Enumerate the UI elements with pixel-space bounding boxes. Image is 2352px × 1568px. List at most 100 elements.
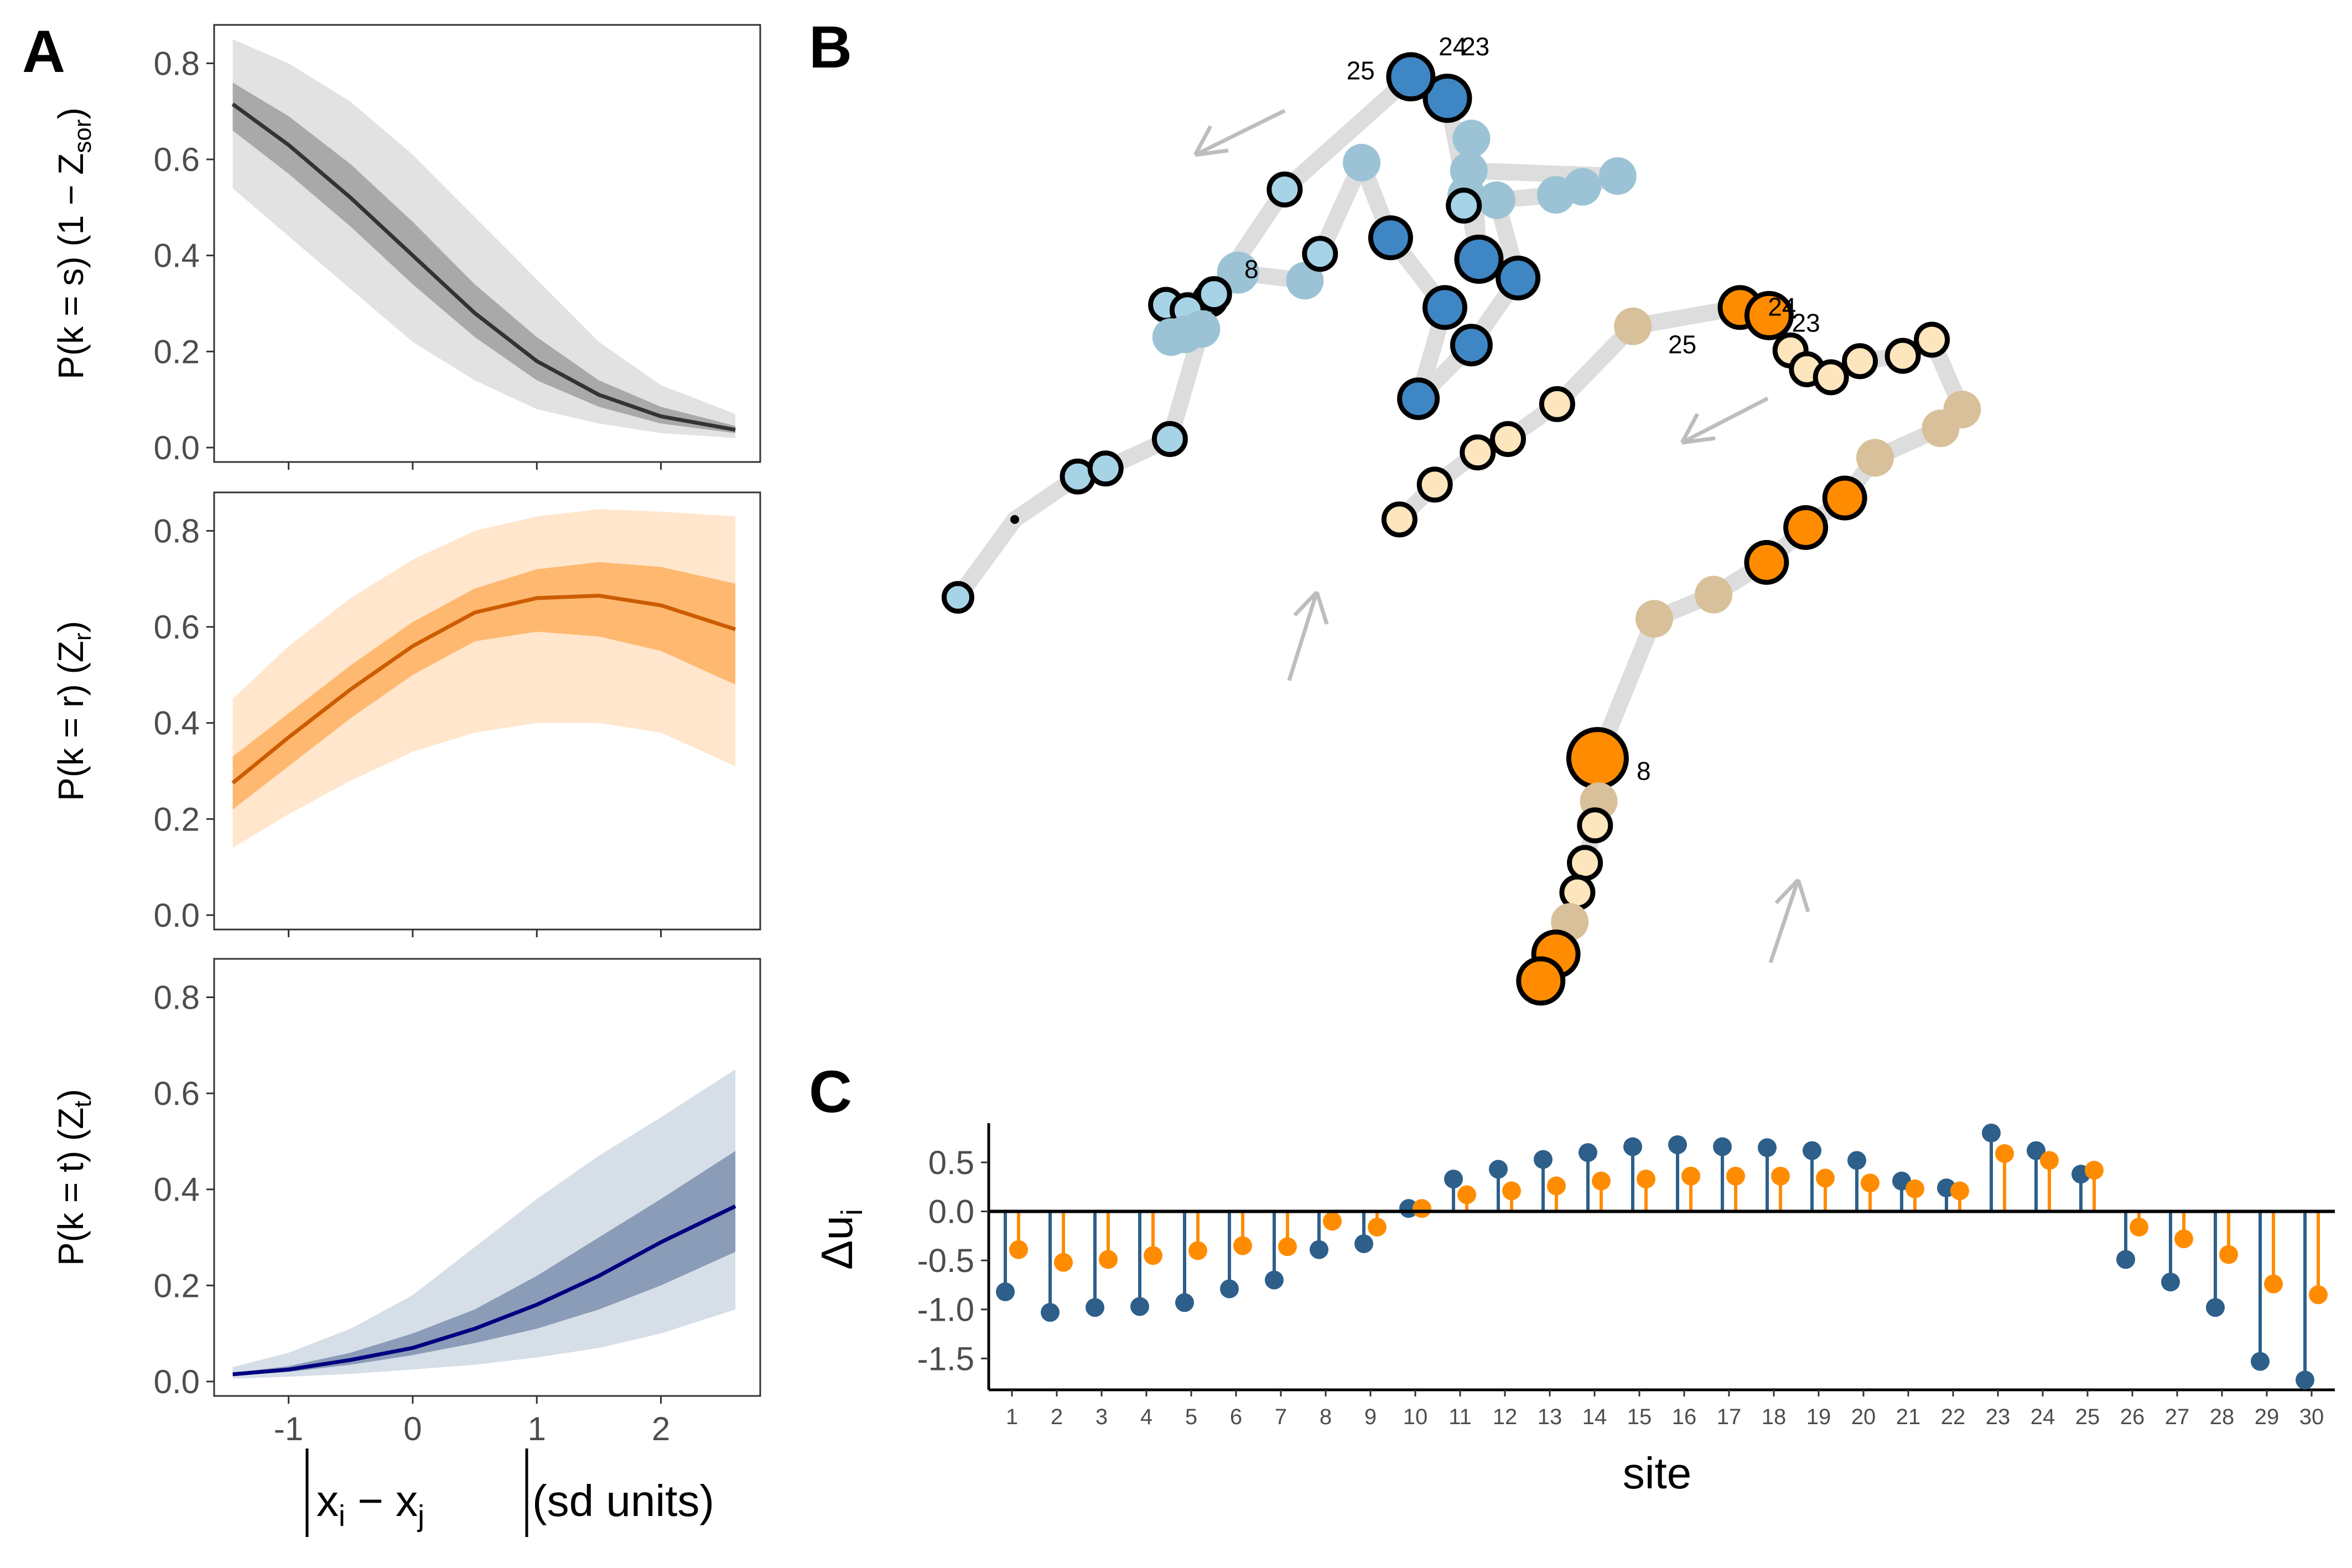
s-panel-ytitle-sub: sor: [69, 120, 96, 153]
panel-b-point-label: 25: [1668, 330, 1696, 359]
panel-c-dot-blue: [1130, 1297, 1149, 1316]
panel-a-t-panel: 0.0 0.2 0.4 0.6 0.8 -1 0 1 2 P(k = t) (Zt): [51, 958, 761, 1447]
panel-b-point-label: 24: [1439, 32, 1467, 61]
panel-b-point-blue: [1454, 235, 1504, 284]
t-panel-ytick-label: 0.4: [154, 1171, 200, 1208]
panel-c-dot-orange: [1681, 1166, 1700, 1186]
panel-c-ytick-label: 0.5: [928, 1144, 974, 1181]
panel-c-xtick-label: 28: [2210, 1405, 2235, 1429]
t-panel-xtick-label: 1: [528, 1410, 546, 1447]
panel-c-dot-orange: [2309, 1285, 2328, 1305]
r-panel-ytick-label: 0.6: [154, 609, 200, 646]
panel-c-dot-orange: [1637, 1170, 1655, 1189]
panel-c-dot-orange: [1906, 1179, 1924, 1198]
panel-a-r-panel: 0.0 0.2 0.4 0.6 0.8 P(k = r) (Zr): [51, 491, 761, 937]
panel-c-dot-orange: [1099, 1250, 1118, 1269]
panel-b-point-orange: [1884, 338, 1921, 374]
panel-c-dot-blue: [1847, 1151, 1866, 1170]
panel-b-point-orange: [1416, 466, 1453, 503]
panel-c-dot-blue: [1623, 1137, 1642, 1156]
panel-c-dot-blue: [1579, 1143, 1597, 1162]
r-panel-ytick-label: 0.2: [154, 801, 200, 838]
panel-c-dot-blue: [1041, 1303, 1060, 1322]
t-panel-ytick-label: 0.0: [154, 1363, 200, 1400]
panel-c-dot-orange: [2174, 1229, 2193, 1249]
t-panel-ytitle-main: P(k = t) (Z: [51, 1108, 91, 1266]
panel-b-point-orange: [1695, 575, 1733, 614]
c-xaxis-title: site: [1623, 1448, 1692, 1498]
panel-c-xtick-label: 24: [2031, 1405, 2055, 1429]
panel-b-point-orange: [1822, 475, 1867, 521]
panel-b-point-orange: [1744, 540, 1789, 585]
panel-b-point-blue: [1151, 421, 1188, 457]
c-ylabel-main: Δu: [812, 1216, 861, 1270]
r-panel-ytitle-main: P(k = r) (Z: [51, 641, 91, 801]
panel-b-point-blue: [1422, 74, 1472, 123]
panel-b-point-orange: [1490, 421, 1526, 457]
panel-c-xtick-label: 30: [2299, 1405, 2324, 1429]
t-panel-ytitle-sub: t: [69, 1100, 96, 1107]
panel-c-xtick-label: 22: [1941, 1405, 1966, 1429]
panel-b-point-blue: [1478, 181, 1515, 219]
panel-b-point-blue: [1452, 120, 1491, 158]
panel-b-label: B: [809, 13, 852, 80]
panel-b-path-orange: [1391, 299, 1971, 989]
panel-b-point-orange: [1914, 321, 1950, 358]
panel-c-ytick-label: -0.5: [917, 1242, 974, 1279]
panel-a-group: 0.0 0.2 0.4 0.6 0.8 P(k = s) (1 − Zsor) 0.0 0.2…: [51, 24, 761, 1447]
panel-c-dot-orange: [1502, 1181, 1521, 1201]
panel-b-point-orange: [1516, 956, 1566, 1006]
s-panel-ytick-label: 0.4: [154, 237, 200, 274]
panel-c-xtick-label: 19: [1806, 1405, 1831, 1429]
panel-b-point-blue: [1087, 450, 1124, 487]
panel-b-arrow-left: [1680, 396, 1769, 445]
panel-c-xtick-label: 6: [1230, 1405, 1242, 1429]
panel-c-xtick-label: 20: [1851, 1405, 1876, 1429]
t-panel-ytitle: P(k = t) (Zt): [51, 1089, 96, 1266]
s-panel-frame: [213, 24, 761, 463]
s-panel-mean-line: [231, 102, 736, 432]
panel-b-point-blue: [1397, 377, 1440, 420]
panel-a-xaxis-title: xi − xj (sd units): [305, 1448, 714, 1537]
panel-c-dot-blue: [1265, 1270, 1284, 1290]
t-panel-ytick-label: 0.6: [154, 1075, 200, 1112]
a-xlabel-x: x: [316, 1476, 339, 1525]
panel-b-point-orange: [1566, 727, 1629, 790]
r-panel-ytitle-end: ): [51, 621, 91, 632]
panel-c-dot-orange: [1726, 1166, 1745, 1186]
panel-c-dot-orange: [1188, 1241, 1207, 1260]
panel-b-arrow-left: [1193, 108, 1286, 157]
panel-b-point-orange: [1744, 290, 1794, 340]
s-panel-ytick-label: 0.6: [154, 141, 200, 178]
t-panel-xtick-label: -1: [274, 1410, 303, 1447]
r-panel-ytitle-sub: r: [69, 632, 96, 641]
panel-b-point-orange: [1577, 807, 1613, 844]
panel-a-label: A: [22, 18, 65, 85]
t-panel-frame: [213, 958, 761, 1397]
panel-b-point-label: 24: [1768, 292, 1796, 321]
panel-c-dot-blue: [1086, 1298, 1104, 1317]
a-xlabel-sub-j: j: [417, 1499, 424, 1533]
panel-c-group: -1.5-1.0-0.50.00.51 2 3 4 5 6 7 8 9 10 11 12 13 14 15 1…: [917, 1123, 2335, 1429]
panel-b-point-blue: [1386, 52, 1436, 102]
panel-b-point-orange: [1460, 434, 1496, 471]
panel-b-point-label: 23: [1792, 309, 1820, 338]
panel-c-dot-blue: [2296, 1370, 2314, 1390]
r-panel-inner-band: [232, 562, 736, 809]
panel-c-label: C: [809, 1058, 852, 1125]
panel-b-point-blue: [1286, 262, 1324, 300]
t-panel-ytick-label: 0.2: [154, 1267, 200, 1304]
panel-c-xtick-label: 2: [1051, 1405, 1063, 1429]
panel-c-dot-orange: [1278, 1237, 1297, 1257]
panel-a-s-panel: 0.0 0.2 0.4 0.6 0.8 P(k = s) (1 − Zsor): [51, 24, 761, 470]
panel-b-point-orange: [1856, 439, 1894, 477]
panel-b-path-blue: [949, 68, 1626, 606]
s-panel-inner-band: [232, 82, 736, 433]
svg-text:Δui: Δui: [812, 1209, 869, 1270]
panel-b-point-label: 8: [1637, 756, 1651, 785]
svg-text:xi − xj: xi − xj: [316, 1476, 424, 1533]
t-panel-xtick-label: 2: [652, 1410, 670, 1447]
